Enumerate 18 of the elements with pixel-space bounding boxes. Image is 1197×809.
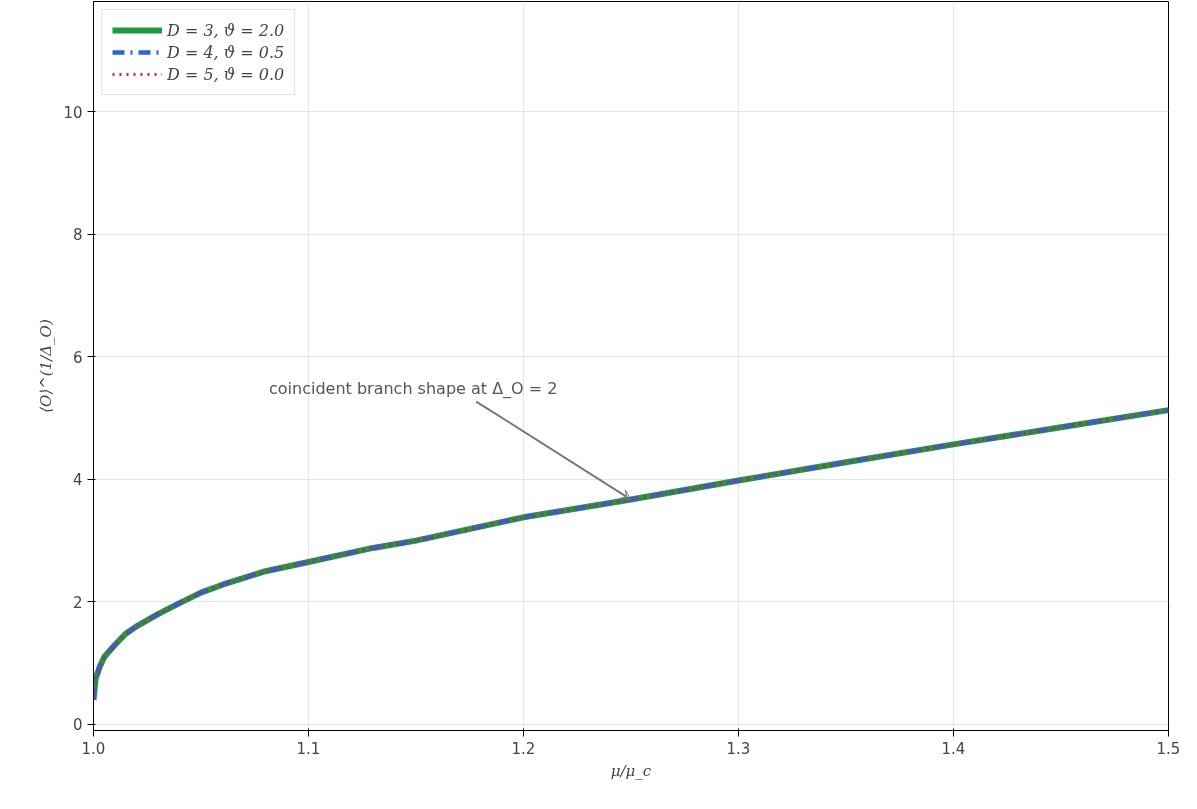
y-axis-title: ⟨O⟩^(1/Δ_O) [37, 319, 56, 413]
x-tick-label: 1.4 [941, 739, 966, 758]
x-tick-label: 1.3 [726, 739, 751, 758]
annotation: coincident branch shape at Δ_O = 2 [269, 378, 558, 399]
x-axis-title: μ/μ_c [610, 761, 652, 780]
x-tick-label: 1.2 [511, 739, 536, 758]
y-tick-label: 10 [63, 103, 83, 122]
x-tick-label: 1.0 [81, 739, 106, 758]
legend-label: D = 5, ϑ = 0.0 [167, 64, 285, 84]
legend-label: D = 4, ϑ = 0.5 [167, 42, 285, 62]
y-tick-label: 4 [72, 471, 83, 490]
x-tick-label: 1.1 [296, 739, 321, 758]
legend-label: D = 3, ϑ = 2.0 [167, 20, 285, 40]
y-tick-label: 8 [72, 226, 83, 245]
y-tick-label: 6 [72, 348, 83, 367]
x-tick-label: 1.5 [1156, 739, 1181, 758]
y-tick-label: 2 [72, 593, 83, 612]
y-tick-label: 0 [72, 716, 83, 735]
